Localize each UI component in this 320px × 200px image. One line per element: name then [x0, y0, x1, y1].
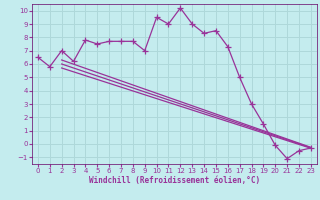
- X-axis label: Windchill (Refroidissement éolien,°C): Windchill (Refroidissement éolien,°C): [89, 176, 260, 185]
